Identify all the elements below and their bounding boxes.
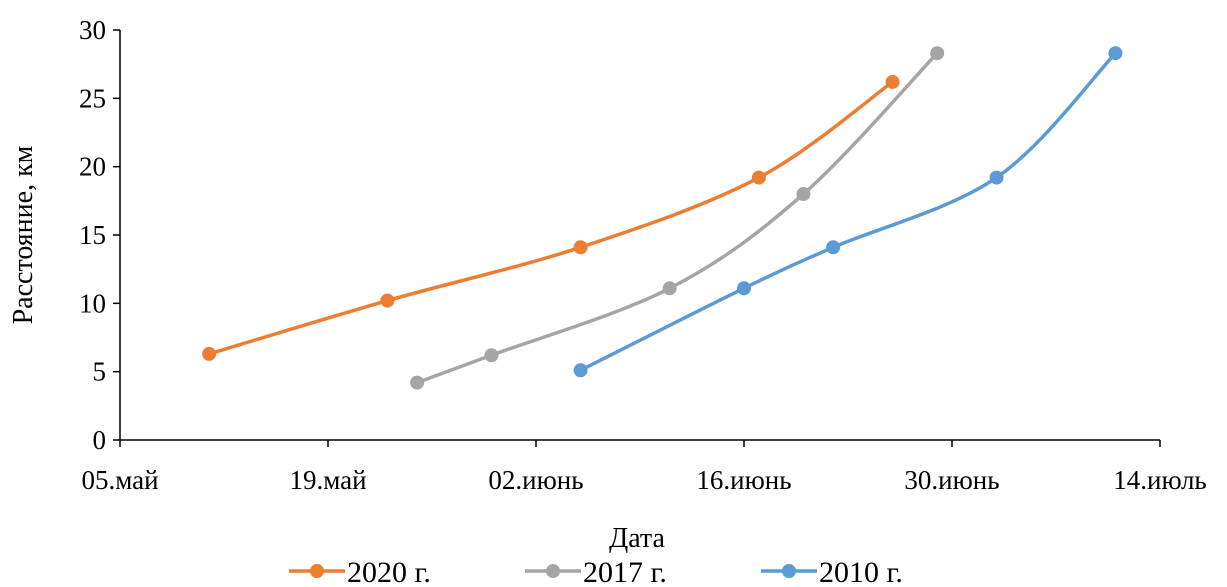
x-axis-title: Дата	[609, 523, 665, 554]
series-line	[208, 80, 894, 356]
data-point	[573, 240, 588, 255]
series-line	[416, 52, 939, 385]
y-tick-label: 5	[93, 357, 107, 387]
x-tick-label: 02.июнь	[488, 465, 583, 495]
series-line	[579, 52, 1117, 372]
x-axis-ticks: 05.май 19.май 02.июнь 16.июнь 30.июнь 14.июль	[81, 440, 1207, 495]
data-point	[573, 363, 588, 378]
y-tick-label: 0	[93, 425, 107, 455]
data-point	[380, 293, 395, 308]
data-point	[989, 170, 1004, 185]
series-layer	[202, 46, 1123, 390]
data-point	[484, 348, 499, 363]
data-point	[737, 281, 751, 296]
data-point	[796, 187, 811, 201]
x-tick-label: 30.июнь	[904, 465, 999, 495]
legend-item: 2020 г.	[289, 556, 431, 587]
data-point	[930, 46, 945, 61]
legend-marker	[546, 564, 560, 578]
y-tick-label: 30	[79, 15, 106, 45]
x-tick-label: 19.май	[289, 465, 366, 495]
legend-marker	[310, 564, 324, 578]
legend: 2020 г. 2017 г. 2010 г.	[289, 556, 903, 587]
x-tick-label: 05.май	[81, 465, 158, 495]
data-point	[662, 281, 677, 296]
y-tick-label: 10	[79, 288, 106, 318]
legend-item: 2017 г.	[525, 556, 667, 587]
y-tick-label: 25	[79, 83, 106, 113]
series-1	[202, 74, 900, 361]
y-axis-title: Расстояние, км	[8, 145, 39, 324]
y-tick-label: 20	[79, 152, 106, 182]
data-point	[202, 346, 217, 361]
legend-marker	[782, 564, 796, 578]
data-point	[1108, 46, 1123, 61]
x-tick-label: 14.июль	[1113, 465, 1207, 495]
legend-label: 2020 г.	[347, 556, 431, 587]
legend-item: 2010 г.	[761, 556, 903, 587]
y-axis-ticks: 0 5 10 15 20 25 30	[79, 15, 120, 455]
series-2	[410, 46, 945, 390]
data-point	[826, 240, 841, 255]
series-3	[573, 46, 1123, 378]
y-tick-label: 15	[79, 220, 106, 250]
data-point	[410, 375, 425, 390]
legend-label: 2010 г.	[819, 556, 903, 587]
data-point	[751, 170, 766, 185]
data-point	[885, 74, 900, 89]
legend-label: 2017 г.	[583, 556, 667, 587]
x-tick-label: 16.июнь	[696, 465, 791, 495]
